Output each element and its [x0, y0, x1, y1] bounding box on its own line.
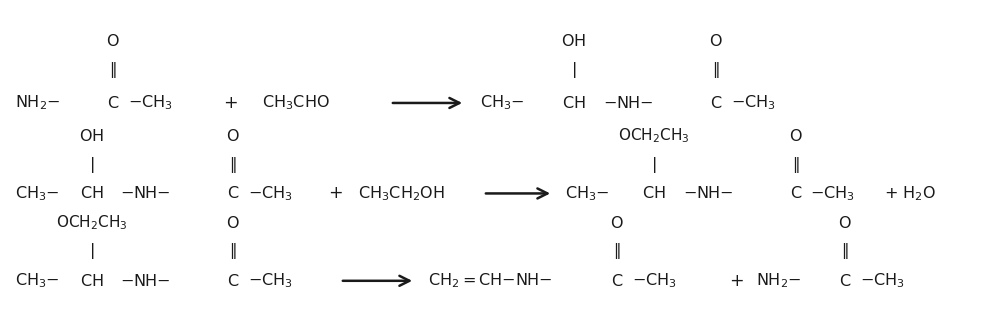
- Text: $\mathrm{{-}NH{-}}$: $\mathrm{{-}NH{-}}$: [603, 95, 654, 111]
- Text: $\mathrm{O}$: $\mathrm{O}$: [226, 215, 240, 231]
- Text: $\|$: $\|$: [229, 241, 237, 261]
- Text: $\mathrm{{-}NH{-}}$: $\mathrm{{-}NH{-}}$: [120, 273, 171, 289]
- Text: $\mathrm{O}$: $\mathrm{O}$: [106, 32, 120, 49]
- Text: $\mathrm{CH_3{-}}$: $\mathrm{CH_3{-}}$: [15, 184, 60, 203]
- Text: $\mathrm{C}$: $\mathrm{C}$: [611, 273, 623, 289]
- Text: $\mathrm{NH_2{-}}$: $\mathrm{NH_2{-}}$: [756, 271, 801, 290]
- Text: $\mathrm{O}$: $\mathrm{O}$: [610, 215, 624, 231]
- Text: $\mathrm{OH}$: $\mathrm{OH}$: [561, 32, 587, 49]
- Text: $\mathrm{CH_3CH_2OH}$: $\mathrm{CH_3CH_2OH}$: [358, 184, 445, 203]
- Text: $\|$: $\|$: [109, 60, 117, 80]
- Text: $\|$: $\|$: [712, 60, 720, 80]
- Text: $\mathrm{{-}NH{-}}$: $\mathrm{{-}NH{-}}$: [683, 185, 734, 202]
- Text: $\mathrm{C}$: $\mathrm{C}$: [227, 185, 239, 202]
- Text: $\mathrm{{-}CH_3}$: $\mathrm{{-}CH_3}$: [731, 94, 776, 112]
- Text: $|$: $|$: [89, 155, 95, 175]
- Text: $\|$: $\|$: [841, 241, 849, 261]
- Text: $\mathrm{O}$: $\mathrm{O}$: [226, 128, 240, 144]
- Text: $\mathrm{C}$: $\mathrm{C}$: [227, 273, 239, 289]
- Text: $\mathrm{CH}$: $\mathrm{CH}$: [80, 273, 104, 289]
- Text: $\mathrm{{-}CH_3}$: $\mathrm{{-}CH_3}$: [810, 184, 855, 203]
- Text: $\mathrm{{-}CH_3}$: $\mathrm{{-}CH_3}$: [128, 94, 173, 112]
- Text: $|$: $|$: [571, 60, 577, 80]
- Text: $\mathrm{CH}$: $\mathrm{CH}$: [562, 95, 586, 111]
- Text: $\mathrm{O}$: $\mathrm{O}$: [709, 32, 723, 49]
- Text: $\mathrm{NH_2{-}}$: $\mathrm{NH_2{-}}$: [15, 94, 60, 112]
- Text: $+$: $+$: [328, 184, 342, 202]
- Text: $+$: $+$: [223, 94, 237, 112]
- Text: $+$: $+$: [729, 272, 743, 290]
- Text: $\mathrm{CH_3{-}}$: $\mathrm{CH_3{-}}$: [565, 184, 610, 203]
- Text: $+\ \mathrm{H_2O}$: $+\ \mathrm{H_2O}$: [884, 184, 936, 203]
- Text: $\|$: $\|$: [792, 155, 800, 175]
- Text: $\mathrm{C}$: $\mathrm{C}$: [839, 273, 851, 289]
- Text: $\mathrm{{-}CH_3}$: $\mathrm{{-}CH_3}$: [632, 271, 677, 290]
- Text: $\mathrm{CH}$: $\mathrm{CH}$: [642, 185, 666, 202]
- Text: $\mathrm{{-}CH_3}$: $\mathrm{{-}CH_3}$: [248, 271, 293, 290]
- Text: $\mathrm{OCH_2CH_3}$: $\mathrm{OCH_2CH_3}$: [56, 214, 128, 232]
- Text: $\mathrm{CH_3CHO}$: $\mathrm{CH_3CHO}$: [262, 94, 330, 112]
- Text: $\mathrm{C}$: $\mathrm{C}$: [710, 95, 722, 111]
- Text: $\|$: $\|$: [613, 241, 621, 261]
- Text: $\mathrm{{-}NH{-}}$: $\mathrm{{-}NH{-}}$: [120, 185, 171, 202]
- Text: $\mathrm{{-}CH_3}$: $\mathrm{{-}CH_3}$: [860, 271, 905, 290]
- Text: $\mathrm{O}$: $\mathrm{O}$: [838, 215, 852, 231]
- Text: $\mathrm{OH}$: $\mathrm{OH}$: [79, 128, 105, 144]
- Text: $|$: $|$: [89, 241, 95, 261]
- Text: $\mathrm{OCH_2CH_3}$: $\mathrm{OCH_2CH_3}$: [618, 126, 690, 145]
- Text: $|$: $|$: [651, 155, 657, 175]
- Text: $\mathrm{CH_3{-}}$: $\mathrm{CH_3{-}}$: [480, 94, 525, 112]
- Text: $\|$: $\|$: [229, 155, 237, 175]
- Text: $\mathrm{CH}$: $\mathrm{CH}$: [80, 185, 104, 202]
- Text: $\mathrm{CH_3{-}}$: $\mathrm{CH_3{-}}$: [15, 271, 60, 290]
- Text: $\mathrm{C}$: $\mathrm{C}$: [790, 185, 802, 202]
- Text: $\mathrm{CH_2{=}CH{-}NH{-}}$: $\mathrm{CH_2{=}CH{-}NH{-}}$: [428, 271, 552, 290]
- Text: $\mathrm{C}$: $\mathrm{C}$: [107, 95, 119, 111]
- Text: $\mathrm{{-}CH_3}$: $\mathrm{{-}CH_3}$: [248, 184, 293, 203]
- Text: $\mathrm{O}$: $\mathrm{O}$: [789, 128, 803, 144]
